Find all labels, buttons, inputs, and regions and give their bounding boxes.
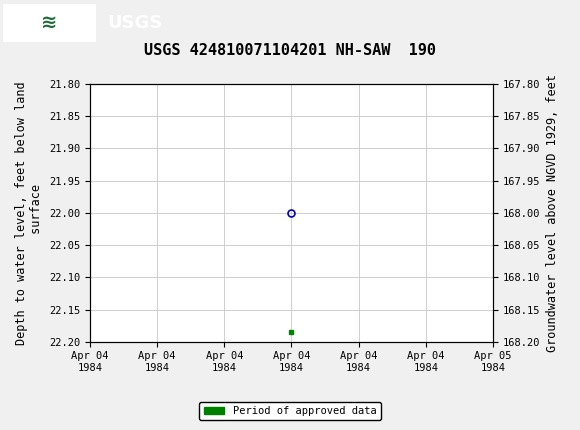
Bar — [3, 3, 96, 42]
Text: USGS 424810071104201 NH-SAW  190: USGS 424810071104201 NH-SAW 190 — [144, 43, 436, 58]
Y-axis label: Groundwater level above NGVD 1929, feet: Groundwater level above NGVD 1929, feet — [546, 74, 559, 352]
Y-axis label: Depth to water level, feet below land
 surface: Depth to water level, feet below land su… — [16, 81, 44, 345]
Legend: Period of approved data: Period of approved data — [200, 402, 380, 421]
Text: ≋: ≋ — [41, 13, 57, 32]
Text: USGS: USGS — [107, 14, 162, 31]
